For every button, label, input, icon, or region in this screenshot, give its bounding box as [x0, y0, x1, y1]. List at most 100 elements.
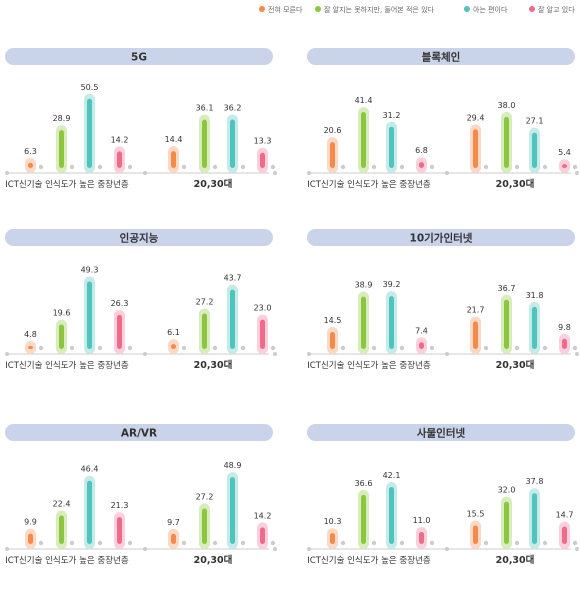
bar [419, 532, 424, 544]
data-label: 36.1 [196, 104, 214, 113]
bar [330, 331, 335, 349]
bar-dot [429, 345, 435, 351]
bar [389, 486, 394, 544]
data-label: 14.4 [165, 135, 183, 144]
data-label: 9.9 [24, 518, 37, 527]
bar-dot [69, 164, 75, 170]
bar-dot [399, 345, 405, 351]
panel-title: 블록체인 [422, 51, 461, 64]
legend-label: 아는 편이다 [473, 5, 508, 14]
category-label: ICT신기술 인식도가 높은 중장년층 [307, 555, 431, 566]
axis-tick-dot [445, 547, 449, 551]
bar [473, 129, 478, 168]
bar [361, 111, 366, 168]
bar-dot [371, 540, 377, 546]
data-label: 32.0 [498, 486, 516, 495]
data-label: 27.2 [196, 493, 214, 502]
category-label: 20,30대 [194, 554, 233, 566]
panel-header [307, 48, 575, 65]
bar-dot [483, 345, 489, 351]
legend-label: 잘 알고 있다 [538, 5, 575, 14]
bar [389, 126, 394, 168]
bar-dot [572, 164, 578, 170]
chart-panel: AR/VR 9.9 22.4 46.4 21.3 ICT신기술 인식도가 높은 중장년층 9… [5, 424, 277, 566]
axis-tick-dot [143, 352, 147, 356]
bar-dot [429, 540, 435, 546]
data-label: 7.4 [415, 326, 428, 335]
data-label: 41.4 [355, 96, 373, 105]
bar [202, 508, 207, 544]
legend-item: 잘 알고 있다 [529, 5, 575, 14]
data-label: 14.7 [556, 511, 574, 520]
bar-dot [340, 164, 346, 170]
bar [171, 533, 176, 544]
axis-tick-dot [5, 352, 9, 356]
bar [389, 296, 394, 349]
category-label: 20,30대 [496, 178, 535, 190]
bar [260, 319, 265, 349]
bar [532, 493, 537, 544]
bar-dot [514, 345, 520, 351]
bar [202, 313, 207, 349]
data-label: 46.4 [81, 465, 99, 474]
data-label: 36.6 [355, 479, 373, 488]
data-label: 14.5 [324, 316, 342, 325]
bar [171, 344, 176, 349]
bar-dot [97, 345, 103, 351]
data-label: 21.7 [467, 306, 485, 315]
axis-tick-dot [307, 547, 311, 551]
bar-dot [181, 345, 187, 351]
data-label: 10.3 [324, 517, 342, 526]
legend-label: 잘 알지는 못하지만, 들어본 적은 있다 [324, 5, 435, 14]
bar-dot [97, 164, 103, 170]
bar [532, 132, 537, 168]
bar [562, 526, 567, 544]
bar [562, 338, 567, 349]
data-label: 9.7 [167, 518, 180, 527]
bar [230, 477, 235, 544]
data-label: 13.3 [254, 137, 272, 146]
data-label: 36.7 [498, 284, 516, 293]
panel-header [5, 229, 273, 246]
data-label: 6.8 [415, 146, 428, 155]
bar-dot [399, 540, 405, 546]
axis-tick-dot [307, 352, 311, 356]
axis-tick-dot [307, 171, 311, 175]
bar-dot [97, 540, 103, 546]
axis-tick-dot [575, 547, 579, 551]
bar-dot [127, 164, 133, 170]
category-label: ICT신기술 인식도가 높은 중장년층 [5, 555, 129, 566]
bar [473, 321, 478, 349]
bar [473, 525, 478, 544]
bar [562, 164, 567, 168]
data-label: 22.4 [53, 500, 71, 509]
bar-dot [399, 164, 405, 170]
panel-header [5, 48, 273, 65]
data-label: 27.2 [196, 298, 214, 307]
bar [419, 162, 424, 168]
data-label: 4.8 [24, 330, 37, 339]
bar [28, 346, 33, 349]
panel-header [307, 229, 575, 246]
axis-tick-dot [143, 171, 147, 175]
bar-dot [240, 164, 246, 170]
bar [28, 533, 33, 544]
panel-title: AR/VR [121, 428, 157, 440]
data-label: 36.2 [224, 104, 242, 113]
bar-dot [340, 345, 346, 351]
panel-title: 사물인터넷 [417, 427, 466, 440]
bar [230, 119, 235, 168]
bar-dot [514, 164, 520, 170]
bar-dot [181, 540, 187, 546]
bar-dot [181, 164, 187, 170]
data-label: 6.1 [167, 328, 180, 337]
category-label: ICT신기술 인식도가 높은 중장년층 [307, 360, 431, 371]
chart-panel: 5G 6.3 28.9 50.5 14.2 ICT신기술 인식도가 높은 중장년층 14.4… [5, 48, 277, 190]
panel-title: 인공지능 [120, 232, 159, 245]
legend-item: 잘 알지는 못하지만, 들어본 적은 있다 [315, 5, 435, 14]
bar-dot [542, 345, 548, 351]
legend-swatch [529, 6, 535, 12]
axis-tick-dot [5, 547, 9, 551]
category-label: 20,30대 [496, 554, 535, 566]
bar-dot [270, 540, 276, 546]
